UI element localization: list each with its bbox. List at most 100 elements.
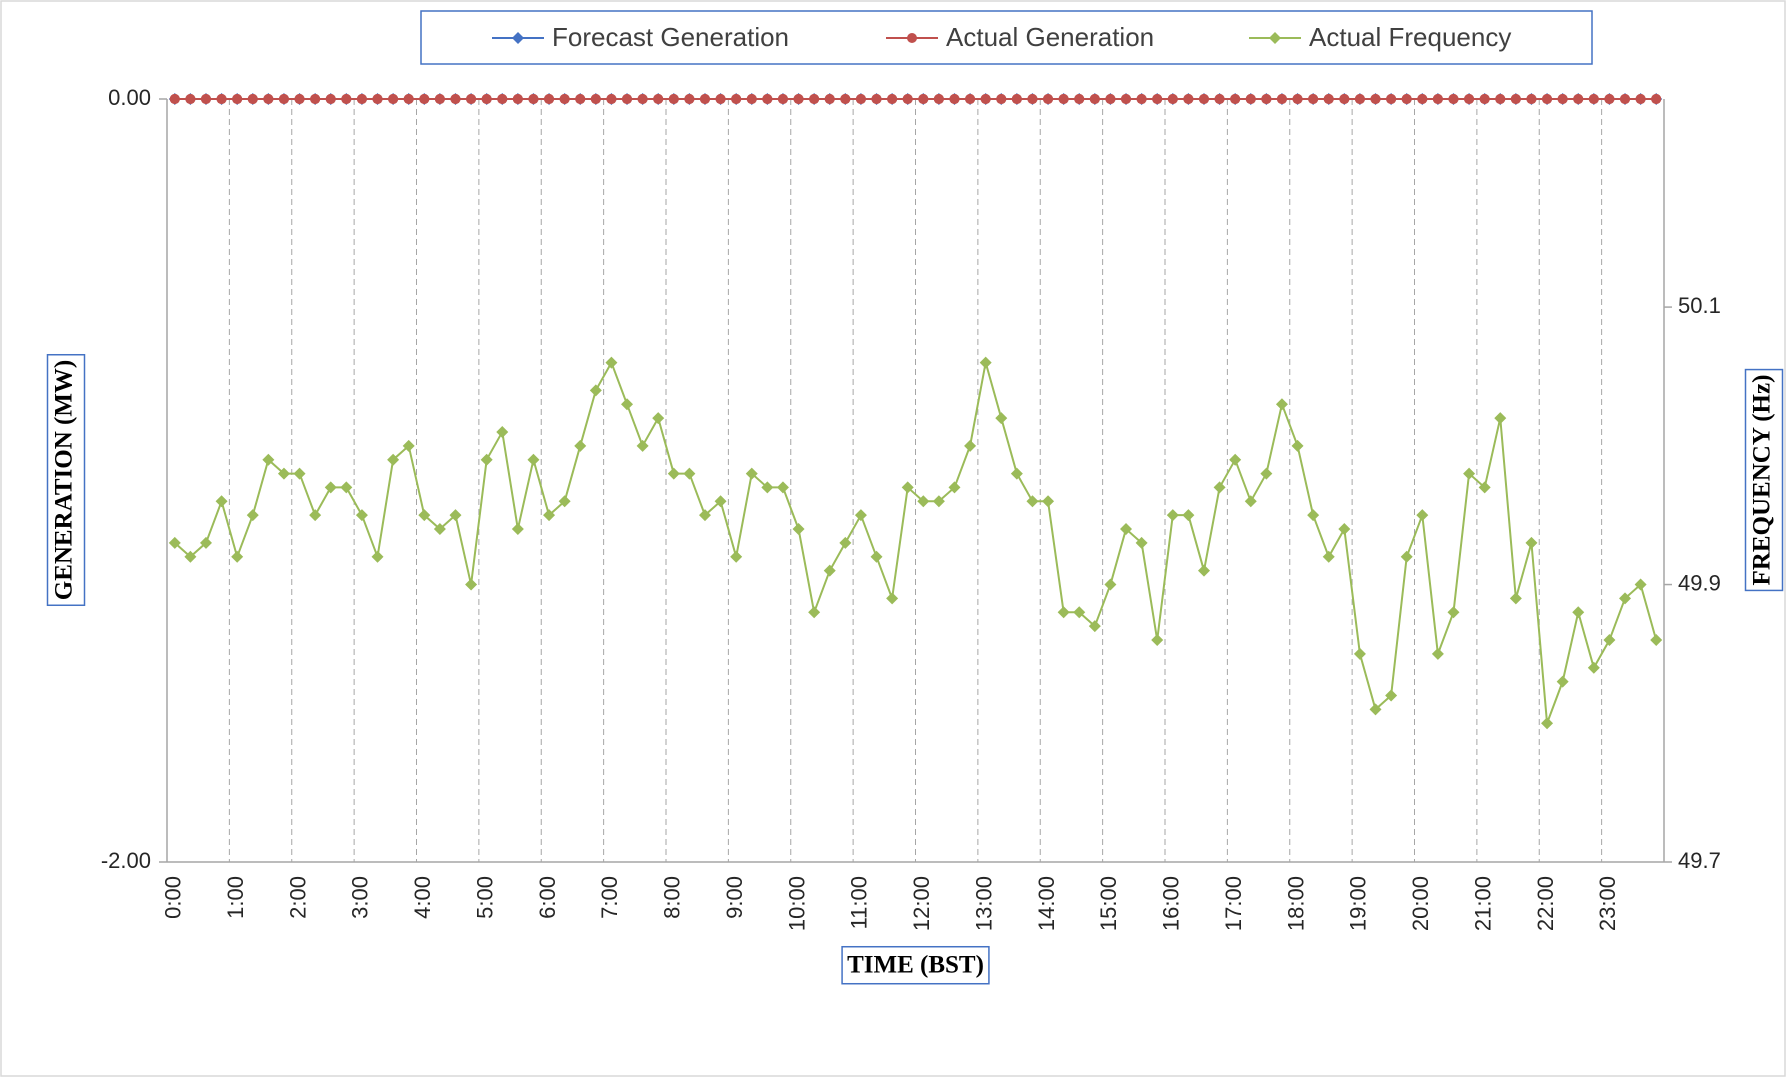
y2-axis-title-group: FREQUENCY (Hz) bbox=[1744, 368, 1784, 592]
point bbox=[496, 425, 509, 438]
point bbox=[964, 93, 976, 105]
point bbox=[1322, 550, 1335, 563]
point bbox=[667, 467, 680, 480]
y2-axis-title-box bbox=[1744, 368, 1784, 592]
legend-box bbox=[420, 10, 1593, 65]
point bbox=[1401, 93, 1412, 105]
point bbox=[262, 453, 275, 466]
point bbox=[980, 93, 991, 105]
point bbox=[746, 93, 757, 105]
x-tick-label: 16:00 bbox=[1159, 876, 1184, 931]
point bbox=[1275, 398, 1288, 411]
point bbox=[1167, 93, 1178, 105]
point bbox=[1541, 93, 1553, 105]
x-tick-label: 5:00 bbox=[472, 876, 497, 919]
point bbox=[605, 356, 618, 369]
point bbox=[1369, 703, 1382, 716]
point bbox=[231, 550, 244, 563]
point bbox=[324, 481, 337, 494]
point bbox=[355, 509, 368, 522]
point bbox=[793, 93, 804, 105]
point bbox=[745, 467, 758, 480]
point bbox=[1463, 93, 1475, 105]
point bbox=[917, 495, 930, 508]
x-tick-label: 14:00 bbox=[1034, 876, 1059, 931]
point bbox=[1510, 93, 1521, 105]
point bbox=[1292, 93, 1303, 105]
point bbox=[902, 93, 913, 105]
point bbox=[1074, 93, 1085, 105]
point bbox=[372, 93, 383, 105]
legend-marker bbox=[512, 32, 524, 44]
point bbox=[668, 93, 679, 105]
point bbox=[340, 481, 353, 494]
point bbox=[652, 412, 665, 425]
x-tick-label: 6:00 bbox=[535, 876, 560, 919]
x-tick-label: 0:00 bbox=[161, 876, 186, 919]
point bbox=[1541, 717, 1554, 730]
point bbox=[1526, 93, 1537, 105]
point bbox=[1276, 93, 1288, 105]
point bbox=[777, 93, 789, 105]
x-tick-label: 4:00 bbox=[410, 876, 435, 919]
point bbox=[1229, 453, 1242, 466]
point bbox=[1011, 93, 1022, 105]
point bbox=[1073, 606, 1086, 619]
point bbox=[1042, 495, 1055, 508]
point bbox=[1197, 564, 1210, 577]
legend-marker bbox=[907, 33, 917, 43]
point bbox=[1619, 93, 1631, 105]
point bbox=[589, 384, 602, 397]
x-tick-label: 3:00 bbox=[348, 876, 373, 919]
point bbox=[450, 93, 461, 105]
point bbox=[1088, 620, 1101, 633]
point bbox=[199, 536, 212, 549]
point bbox=[575, 93, 586, 105]
point bbox=[918, 93, 929, 105]
point bbox=[1183, 93, 1194, 105]
point bbox=[168, 536, 181, 549]
x-tick-label: 11:00 bbox=[847, 876, 872, 929]
point bbox=[683, 467, 696, 480]
point bbox=[714, 495, 727, 508]
y-axis-title-box bbox=[46, 353, 86, 607]
point bbox=[1089, 93, 1100, 105]
point bbox=[1463, 467, 1476, 480]
point bbox=[1182, 509, 1195, 522]
point bbox=[840, 93, 851, 105]
point bbox=[1338, 523, 1351, 536]
point bbox=[1214, 93, 1225, 105]
point bbox=[387, 453, 400, 466]
point bbox=[1651, 93, 1662, 105]
point bbox=[232, 93, 243, 105]
point bbox=[808, 606, 821, 619]
point bbox=[480, 453, 493, 466]
point bbox=[185, 93, 196, 105]
point bbox=[1027, 93, 1038, 105]
point bbox=[1104, 578, 1117, 591]
x-axis-title-box bbox=[841, 945, 990, 985]
x-tick-label: 15:00 bbox=[1096, 876, 1121, 931]
point bbox=[528, 93, 539, 105]
legend-label: Actual Frequency bbox=[1309, 22, 1511, 52]
point bbox=[309, 509, 322, 522]
point bbox=[263, 93, 274, 105]
point bbox=[1619, 592, 1632, 605]
point bbox=[1416, 509, 1429, 522]
point bbox=[402, 439, 415, 452]
point bbox=[481, 93, 492, 105]
point bbox=[543, 509, 556, 522]
point bbox=[698, 509, 711, 522]
point bbox=[870, 550, 883, 563]
point bbox=[809, 93, 820, 105]
point bbox=[1478, 481, 1491, 494]
point bbox=[855, 93, 867, 105]
point bbox=[871, 93, 882, 105]
point bbox=[1587, 661, 1600, 674]
point bbox=[1244, 495, 1257, 508]
point bbox=[715, 93, 726, 105]
point bbox=[1213, 481, 1226, 494]
point bbox=[294, 93, 305, 105]
x-tick-label: 22:00 bbox=[1533, 876, 1558, 931]
point bbox=[730, 550, 743, 563]
